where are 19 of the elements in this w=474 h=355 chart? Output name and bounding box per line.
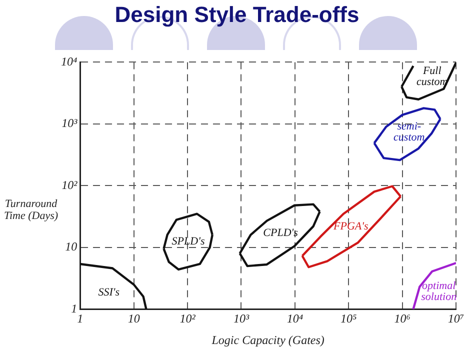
chart-title: Design Style Trade-offs	[114, 2, 360, 28]
x-tick-label: 10³	[233, 312, 250, 326]
x-tick-label: 10²	[180, 312, 196, 326]
series-label: SSI's	[98, 286, 120, 299]
y-tick-label: 1	[71, 301, 78, 316]
x-tick-label: 10⁴	[286, 312, 304, 326]
x-tick-label: 10⁶	[394, 312, 410, 326]
x-tick-label: 10	[128, 312, 140, 326]
series-label: SPLD's	[172, 236, 205, 248]
y-axis-title: Turnaround Time (Days)	[2, 198, 60, 222]
series-label: optimal solution	[421, 280, 458, 303]
y-tick-label: 10⁴	[61, 54, 78, 68]
x-tick-label: 10⁵	[340, 312, 357, 326]
x-tick-label: 10⁷	[448, 312, 464, 326]
y-tick-label: 10³	[62, 116, 78, 130]
series-label: FPGA's	[332, 220, 368, 233]
y-tick-label: 10	[65, 240, 78, 254]
x-axis-title: Logic Capacity (Gates)	[210, 332, 324, 347]
y-tick-label: 10²	[62, 178, 78, 192]
